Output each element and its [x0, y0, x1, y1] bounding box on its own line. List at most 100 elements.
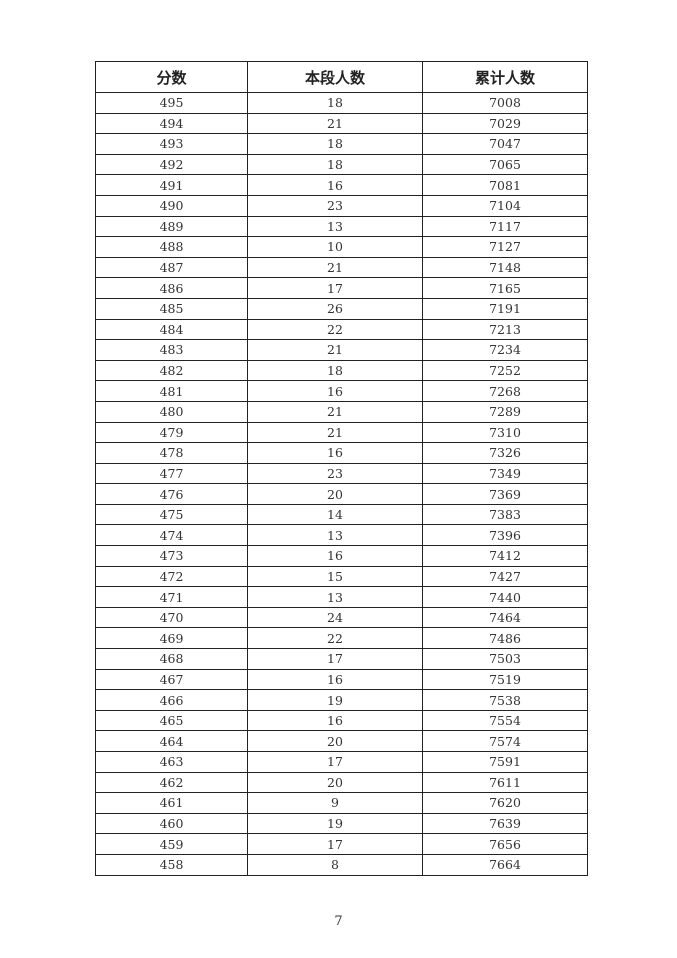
- table-row: 467 16 7519: [95, 668, 588, 691]
- cell-segment-count: 14: [247, 503, 423, 526]
- cell-score: 483: [95, 339, 248, 361]
- cell-score: 476: [95, 483, 248, 505]
- cell-cumulative-count: 7656: [422, 833, 588, 855]
- cell-score: 464: [95, 730, 248, 752]
- cell-cumulative-count: 7148: [422, 256, 588, 279]
- cell-segment-count: 20: [247, 483, 423, 505]
- cell-segment-count: 23: [247, 462, 423, 485]
- cell-cumulative-count: 7519: [422, 668, 588, 691]
- cell-segment-count: 16: [247, 709, 423, 732]
- cell-segment-count: 22: [247, 627, 423, 650]
- cell-segment-count: 18: [247, 153, 423, 176]
- table-row: 484 22 7213: [95, 318, 588, 341]
- cell-score: 463: [95, 751, 248, 773]
- table-row: 465 16 7554: [95, 709, 588, 732]
- cell-score: 461: [95, 792, 248, 814]
- cell-score: 484: [95, 318, 248, 341]
- cell-score: 469: [95, 627, 248, 650]
- cell-cumulative-count: 7104: [422, 194, 588, 217]
- cell-score: 460: [95, 812, 248, 835]
- table-row: 466 19 7538: [95, 689, 588, 711]
- cell-cumulative-count: 7349: [422, 462, 588, 485]
- table-row: 461 9 7620: [95, 792, 588, 814]
- cell-cumulative-count: 7574: [422, 730, 588, 752]
- header-cumulative-count: 累计人数: [422, 61, 588, 93]
- table-row: 478 16 7326: [95, 442, 588, 464]
- page-number: 7: [334, 914, 343, 929]
- cell-score: 485: [95, 297, 248, 320]
- header-segment-count: 本段人数: [247, 61, 423, 93]
- cell-cumulative-count: 7427: [422, 565, 588, 588]
- table-row: 492 18 7065: [95, 153, 588, 176]
- table-row: 468 17 7503: [95, 648, 588, 670]
- table-row: 495 18 7008: [95, 92, 588, 114]
- cell-cumulative-count: 7117: [422, 215, 588, 238]
- cell-cumulative-count: 7383: [422, 503, 588, 526]
- cell-cumulative-count: 7620: [422, 792, 588, 814]
- cell-score: 459: [95, 833, 248, 855]
- cell-segment-count: 13: [247, 586, 423, 608]
- cell-cumulative-count: 7191: [422, 297, 588, 320]
- cell-cumulative-count: 7326: [422, 442, 588, 464]
- table-row: 469 22 7486: [95, 627, 588, 650]
- cell-segment-count: 20: [247, 771, 423, 794]
- cell-score: 481: [95, 380, 248, 402]
- table-row: 479 21 7310: [95, 421, 588, 444]
- table-row: 490 23 7104: [95, 194, 588, 217]
- table-row: 472 15 7427: [95, 565, 588, 588]
- cell-cumulative-count: 7310: [422, 421, 588, 444]
- cell-score: 475: [95, 503, 248, 526]
- cell-cumulative-count: 7081: [422, 174, 588, 196]
- cell-segment-count: 16: [247, 668, 423, 691]
- cell-segment-count: 21: [247, 256, 423, 279]
- cell-cumulative-count: 7127: [422, 236, 588, 258]
- cell-cumulative-count: 7047: [422, 133, 588, 155]
- table-row: 460 19 7639: [95, 812, 588, 835]
- cell-score: 474: [95, 524, 248, 547]
- cell-segment-count: 15: [247, 565, 423, 588]
- table-row: 483 21 7234: [95, 339, 588, 361]
- cell-segment-count: 20: [247, 730, 423, 752]
- cell-score: 495: [95, 92, 248, 114]
- table-row: 471 13 7440: [95, 586, 588, 608]
- table-row: 474 13 7396: [95, 524, 588, 547]
- table-row: 459 17 7656: [95, 833, 588, 855]
- table-row: 487 21 7148: [95, 256, 588, 279]
- cell-score: 491: [95, 174, 248, 196]
- cell-segment-count: 17: [247, 833, 423, 855]
- table-row: 481 16 7268: [95, 380, 588, 402]
- cell-cumulative-count: 7464: [422, 606, 588, 629]
- cell-cumulative-count: 7639: [422, 812, 588, 835]
- cell-score: 488: [95, 236, 248, 258]
- cell-cumulative-count: 7591: [422, 751, 588, 773]
- cell-segment-count: 21: [247, 400, 423, 423]
- table-header-row: 分数 本段人数 累计人数: [95, 61, 588, 93]
- cell-segment-count: 16: [247, 442, 423, 464]
- cell-score: 493: [95, 133, 248, 155]
- cell-cumulative-count: 7234: [422, 339, 588, 361]
- cell-score: 472: [95, 565, 248, 588]
- cell-cumulative-count: 7538: [422, 689, 588, 711]
- cell-cumulative-count: 7369: [422, 483, 588, 505]
- cell-segment-count: 24: [247, 606, 423, 629]
- cell-score: 478: [95, 442, 248, 464]
- cell-score: 487: [95, 256, 248, 279]
- cell-cumulative-count: 7289: [422, 400, 588, 423]
- cell-segment-count: 18: [247, 133, 423, 155]
- table-row: 485 26 7191: [95, 297, 588, 320]
- table-row: 458 8 7664: [95, 853, 588, 876]
- cell-cumulative-count: 7029: [422, 112, 588, 135]
- cell-segment-count: 19: [247, 689, 423, 711]
- cell-cumulative-count: 7503: [422, 648, 588, 670]
- cell-score: 473: [95, 545, 248, 567]
- table-row: 473 16 7412: [95, 545, 588, 567]
- cell-segment-count: 23: [247, 194, 423, 217]
- cell-cumulative-count: 7165: [422, 277, 588, 299]
- cell-segment-count: 13: [247, 215, 423, 238]
- cell-cumulative-count: 7440: [422, 586, 588, 608]
- table-row: 464 20 7574: [95, 730, 588, 752]
- cell-score: 465: [95, 709, 248, 732]
- cell-score: 482: [95, 359, 248, 382]
- table-row: 489 13 7117: [95, 215, 588, 238]
- cell-score: 490: [95, 194, 248, 217]
